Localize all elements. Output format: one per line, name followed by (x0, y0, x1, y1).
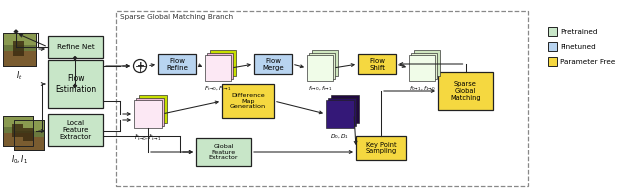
FancyArrow shape (14, 30, 18, 33)
Bar (23, 128, 33, 141)
FancyBboxPatch shape (222, 84, 274, 118)
FancyBboxPatch shape (438, 72, 493, 110)
Text: Global
Feature
Extractor: Global Feature Extractor (209, 144, 238, 160)
Bar (14, 120, 44, 150)
FancyBboxPatch shape (358, 54, 396, 74)
FancyBboxPatch shape (158, 54, 196, 74)
Text: Pretrained: Pretrained (560, 28, 598, 34)
Bar (134, 100, 162, 128)
Text: Flow
Shift: Flow Shift (369, 57, 385, 71)
Text: Flow
Merge: Flow Merge (262, 57, 284, 71)
Bar (411, 53, 437, 79)
Bar (3, 116, 33, 126)
Bar (3, 116, 33, 146)
Bar (205, 55, 231, 81)
Bar (210, 50, 236, 76)
Text: $I_0, I_1$: $I_0, I_1$ (10, 153, 28, 165)
Text: Refine Net: Refine Net (56, 44, 94, 50)
Text: $f_{0\!\to\!1}, f_{1\!\to\!0}$: $f_{0\!\to\!1}, f_{1\!\to\!0}$ (408, 84, 435, 93)
Bar (309, 53, 335, 79)
Text: $I_t$: $I_t$ (16, 69, 22, 82)
Bar (14, 136, 44, 150)
FancyBboxPatch shape (48, 36, 103, 58)
FancyBboxPatch shape (356, 136, 406, 160)
Bar (3, 132, 33, 146)
Bar (548, 57, 557, 66)
Text: Flow
Refine: Flow Refine (166, 57, 188, 71)
Text: Flow
Estimation: Flow Estimation (55, 74, 96, 94)
Text: +: + (136, 61, 144, 71)
FancyArrow shape (73, 84, 77, 87)
Bar (207, 53, 233, 79)
Text: Sparse
Global
Matching: Sparse Global Matching (450, 81, 481, 101)
Bar (3, 33, 36, 66)
Bar (14, 120, 44, 131)
Bar (3, 51, 36, 66)
Bar (12, 123, 22, 137)
Bar (13, 41, 24, 56)
Bar (328, 98, 356, 126)
Bar (326, 100, 354, 128)
Text: $F_{t\!\to\!0}, F_{t\!\to\!1}$: $F_{t\!\to\!0}, F_{t\!\to\!1}$ (204, 84, 232, 93)
Text: $D_0, D_1$: $D_0, D_1$ (330, 132, 349, 141)
Circle shape (134, 60, 147, 73)
Bar (307, 55, 333, 81)
Text: Parameter Free: Parameter Free (560, 58, 616, 64)
Bar (548, 27, 557, 36)
Bar (116, 11, 528, 186)
FancyBboxPatch shape (196, 138, 251, 166)
FancyBboxPatch shape (254, 54, 292, 74)
Bar (136, 98, 164, 126)
Bar (14, 120, 44, 150)
Bar (331, 95, 359, 123)
Text: Difference
Map
Generation: Difference Map Generation (230, 93, 266, 109)
Text: $\hat{F}_{t\!\to\!0}, \hat{F}_{t\!\to\!1}$: $\hat{F}_{t\!\to\!0}, \hat{F}_{t\!\to\!1… (134, 132, 162, 142)
FancyBboxPatch shape (48, 60, 103, 108)
Text: Finetuned: Finetuned (560, 44, 596, 50)
FancyArrow shape (73, 56, 77, 60)
Bar (312, 50, 338, 76)
Text: Sparse Global Matching Branch: Sparse Global Matching Branch (120, 14, 233, 20)
Bar (3, 116, 33, 146)
Bar (548, 42, 557, 51)
Bar (409, 55, 435, 81)
Bar (414, 50, 440, 76)
Bar (139, 95, 167, 123)
Text: Key Point
Sampling: Key Point Sampling (365, 142, 397, 154)
Text: Local
Feature
Extractor: Local Feature Extractor (60, 120, 92, 140)
Bar (3, 33, 36, 44)
Bar (3, 33, 36, 66)
Text: $f_{t\!\to\!0}, f_{t\!\to\!1}$: $f_{t\!\to\!0}, f_{t\!\to\!1}$ (308, 84, 332, 93)
FancyBboxPatch shape (48, 114, 103, 146)
